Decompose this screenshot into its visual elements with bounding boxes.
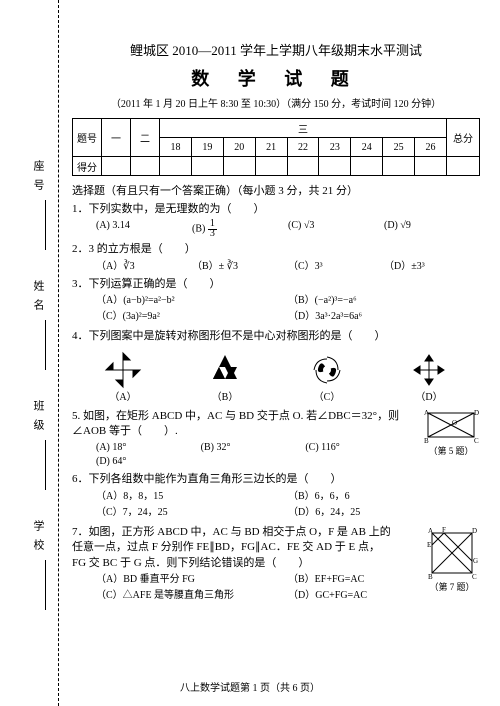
svg-text:D: D xyxy=(474,409,479,417)
side-label: 座号 xyxy=(30,160,46,198)
page-footer: 八上数学试题第 1 页（共 6 页） xyxy=(0,679,500,694)
square-diag-icon: A D B C F E G xyxy=(424,525,480,581)
mitsubishi-icon xyxy=(204,349,246,391)
exam-info: （2011 年 1 月 20 日上午 8:30 至 10:30）（满分 150 … xyxy=(72,95,480,110)
svg-text:B: B xyxy=(424,437,429,445)
question-5: 5. 如图，在矩形 ABCD 中，AC 与 BD 交于点 O. 若∠DBC＝32… xyxy=(72,409,480,470)
spiral-icon xyxy=(306,349,348,391)
svg-text:F: F xyxy=(442,526,446,534)
section-title: 选择题（有且只有一个答案正确）（每小题 3 分，共 21 分） xyxy=(72,182,480,198)
svg-text:A: A xyxy=(424,409,429,417)
svg-text:D: D xyxy=(472,527,477,535)
question-3: 3．下列运算正确的是（ ） （A）(a−b)²=a²−b²（B）(−a²)³=−… xyxy=(72,277,480,326)
score-table: 题号 一 二 三 总分 181920 212223 242526 得分 xyxy=(72,118,480,176)
exam-title: 鲤城区 2010—2011 学年上学期八年级期末水平测试 xyxy=(72,40,480,59)
svg-text:E: E xyxy=(427,541,431,549)
svg-text:O: O xyxy=(452,419,457,427)
question-6: 6．下列各组数中能作为直角三角形三边长的是（ ） （A）8，8，15（B）6，6… xyxy=(72,472,480,521)
svg-text:B: B xyxy=(428,573,433,581)
cross-arrow-icon xyxy=(408,349,450,391)
side-label: 姓名 xyxy=(30,280,46,318)
svg-text:C: C xyxy=(474,437,479,445)
side-label: 班级 xyxy=(30,400,46,438)
question-7: 7．如图，正方形 ABCD 中，AC 与 BD 相交于点 O，F 是 AB 上的… xyxy=(72,525,480,605)
svg-text:A: A xyxy=(428,527,433,535)
question-1: 1．下列实数中，是无理数的为（ ） (A) 3.14 (B) 13 (C) √3… xyxy=(72,202,480,239)
svg-text:G: G xyxy=(473,557,478,565)
question-2: 2．3 的立方根是（ ） （A）∛3（B）± ∛3 （C）3³（D）±3³ xyxy=(72,242,480,273)
question-4: 4．下列图案中是旋转对称图形但不是中心对称图形的是（ ） （A） （B） （C）… xyxy=(72,329,480,404)
side-label: 学校 xyxy=(30,520,46,558)
rectangle-diag-icon: A D B C O xyxy=(422,407,480,445)
exam-subject: 数 学 试 题 xyxy=(72,65,480,91)
pinwheel-icon xyxy=(102,349,144,391)
svg-text:C: C xyxy=(472,573,477,581)
